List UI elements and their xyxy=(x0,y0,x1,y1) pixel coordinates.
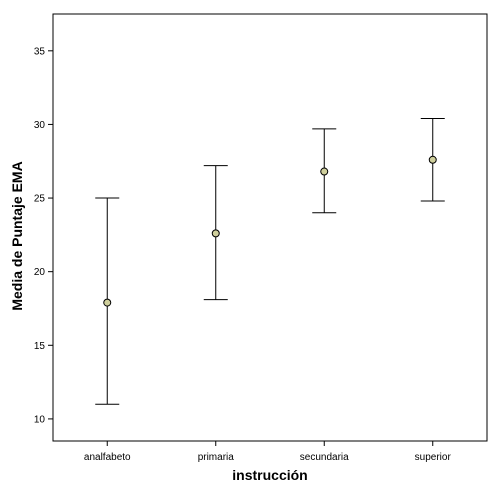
x-tick-label: primaria xyxy=(198,452,235,463)
error-bar-primaria xyxy=(203,165,228,301)
error-bar-analfabeto xyxy=(95,197,120,405)
y-tick-label: 10 xyxy=(34,414,46,425)
mean-marker xyxy=(103,298,112,307)
x-tick-label: superior xyxy=(415,452,452,463)
y-tick-label: 30 xyxy=(34,120,46,131)
mean-marker xyxy=(320,167,329,176)
mean-marker xyxy=(211,229,220,238)
y-tick-label: 35 xyxy=(34,46,46,57)
x-axis-title: instrucción xyxy=(232,467,307,483)
error-bar-superior xyxy=(420,118,445,202)
y-axis: 10 15 20 25 30 35 xyxy=(34,46,53,425)
y-tick-label: 25 xyxy=(34,194,46,205)
y-tick-label: 15 xyxy=(34,341,46,352)
y-tick-label: 20 xyxy=(34,267,46,278)
x-axis: analfabeto primaria secundaria superior xyxy=(84,441,452,463)
y-axis-title: Media de Puntaje EMA xyxy=(9,161,25,310)
x-tick-label: analfabeto xyxy=(84,452,131,463)
error-bar-secundaria xyxy=(312,128,337,214)
plot-area xyxy=(52,13,488,442)
x-tick-label: secundaria xyxy=(300,452,349,463)
error-bars xyxy=(95,118,445,405)
mean-marker xyxy=(428,155,437,164)
